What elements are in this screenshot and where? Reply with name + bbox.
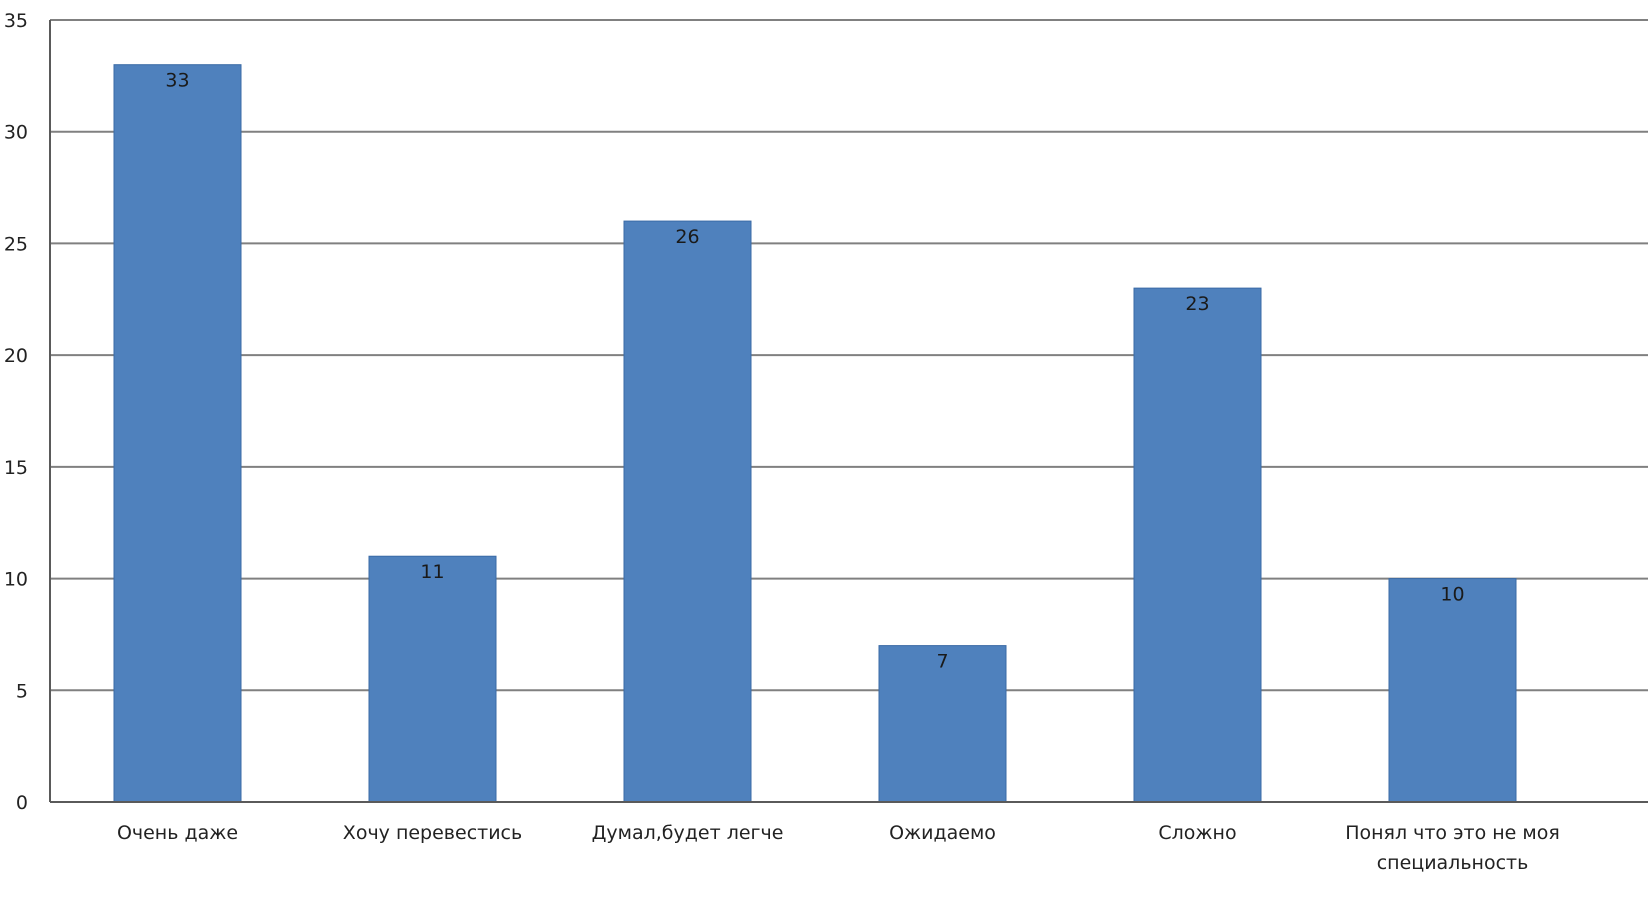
bar bbox=[113, 64, 242, 803]
x-category-label: специальность bbox=[1377, 852, 1529, 874]
bar bbox=[1133, 287, 1262, 803]
data-label: 10 bbox=[1440, 584, 1464, 606]
y-tick-label: 15 bbox=[4, 457, 28, 479]
x-axis-category-labels: Очень даже Хочу перевестись Думал,будет ле… bbox=[117, 822, 1560, 874]
bars bbox=[113, 64, 1517, 803]
data-label: 23 bbox=[1185, 293, 1209, 315]
x-category-label: Очень даже bbox=[117, 822, 238, 844]
x-category-label: Ожидаемо bbox=[889, 822, 996, 844]
bar bbox=[1388, 578, 1517, 803]
y-tick-label: 10 bbox=[4, 569, 28, 591]
x-category-label: Понял что это не моя bbox=[1345, 822, 1560, 844]
x-category-label: Сложно bbox=[1158, 822, 1236, 844]
bar bbox=[623, 220, 752, 803]
y-tick-label: 20 bbox=[4, 345, 28, 367]
y-axis-tick-labels: 0 5 10 15 20 25 30 35 bbox=[4, 10, 28, 814]
y-tick-label: 25 bbox=[4, 233, 28, 255]
data-label: 26 bbox=[675, 226, 699, 248]
y-tick-label: 0 bbox=[16, 792, 28, 814]
gridlines bbox=[50, 19, 1648, 692]
y-tick-label: 35 bbox=[4, 10, 28, 32]
data-label: 11 bbox=[420, 561, 444, 583]
data-label: 7 bbox=[936, 651, 948, 673]
data-label: 33 bbox=[165, 70, 189, 92]
data-labels: 33 11 26 7 23 10 bbox=[165, 70, 1464, 673]
y-tick-label: 30 bbox=[4, 122, 28, 144]
axes bbox=[49, 20, 1648, 803]
bar bbox=[368, 555, 497, 803]
x-category-label: Хочу перевестись bbox=[343, 822, 522, 844]
y-tick-label: 5 bbox=[16, 680, 28, 702]
x-category-label: Думал,будет легче bbox=[592, 822, 784, 844]
